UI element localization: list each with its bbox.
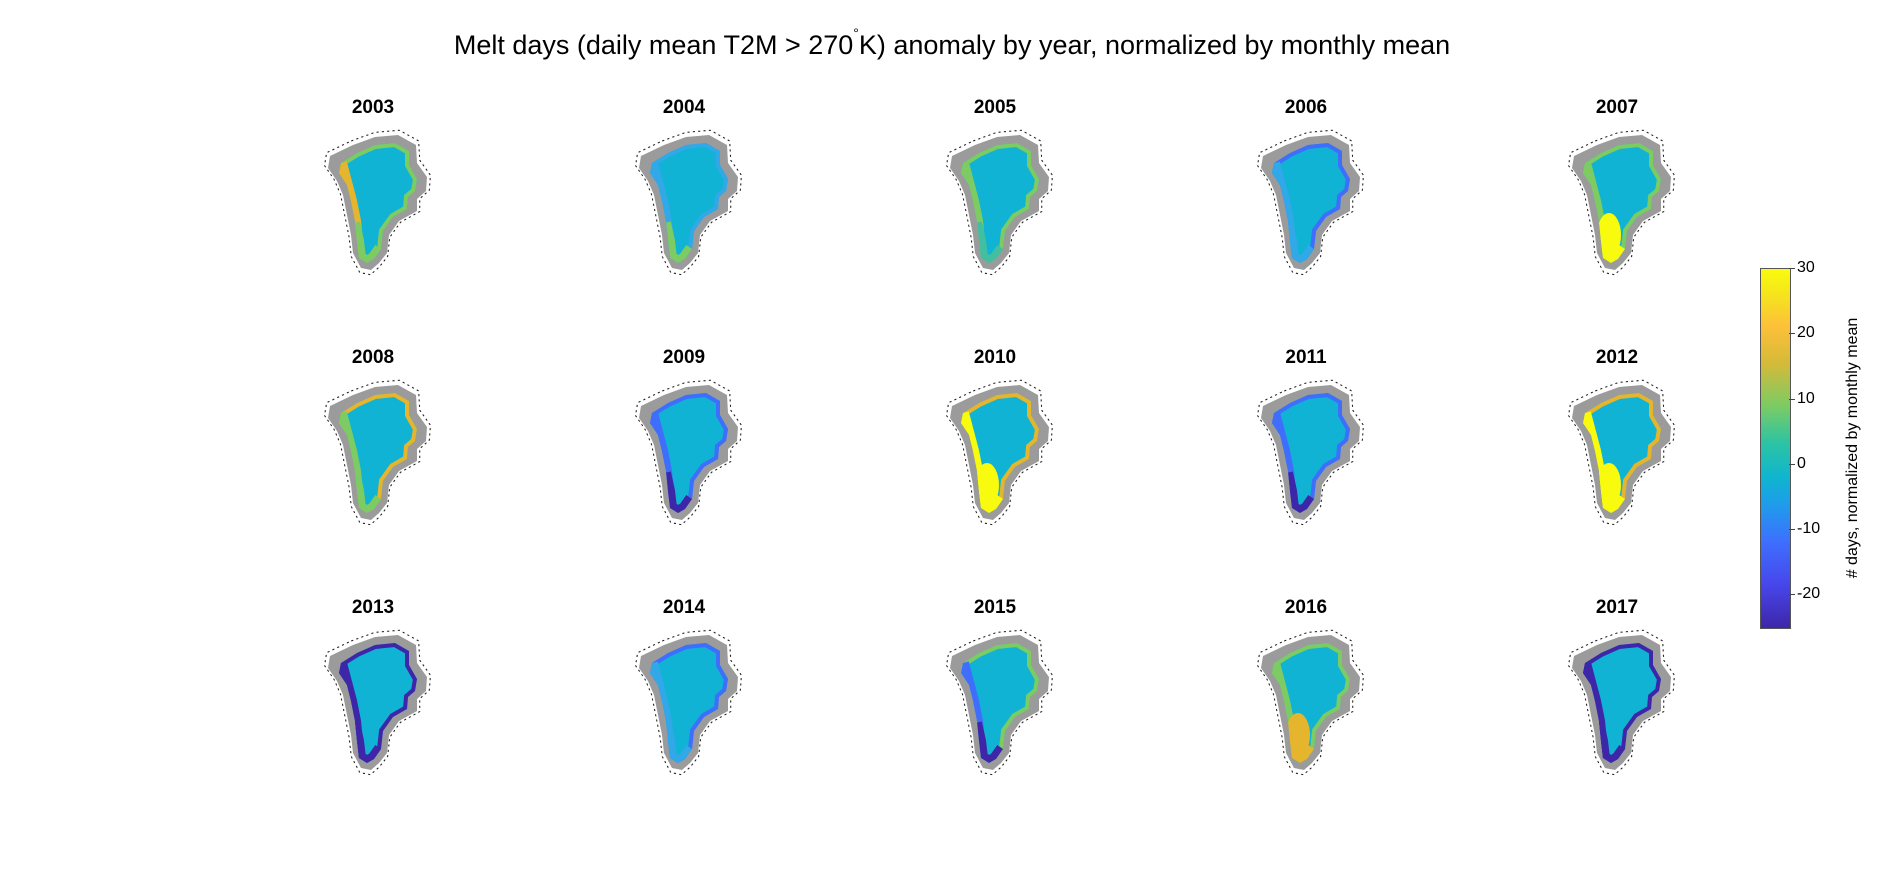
coastline-boundary: [1567, 129, 1675, 276]
greenland-map: [1256, 379, 1364, 526]
map-panel-2006: 2006: [1246, 97, 1416, 307]
greenland-map: [1567, 379, 1675, 526]
greenland-map: [634, 129, 742, 276]
coastline-boundary: [1256, 379, 1364, 526]
panel-year-label: 2017: [1595, 597, 1639, 618]
map-panel-2005: 2005: [935, 97, 1105, 307]
map-panel-2013: 2013: [313, 597, 483, 807]
map-panel-2008: 2008: [313, 347, 483, 557]
map-panel-2014: 2014: [624, 597, 794, 807]
panel-year-label: 2007: [1595, 97, 1639, 118]
panel-year-label: 2014: [662, 597, 706, 618]
panel-year-label: 2008: [351, 347, 395, 368]
coastline-boundary: [1256, 129, 1364, 276]
colorbar-tick-label: 30: [1797, 259, 1815, 276]
greenland-map: [945, 629, 1053, 776]
coastline-boundary: [323, 129, 431, 276]
coastline-boundary: [1567, 379, 1675, 526]
greenland-map: [323, 629, 431, 776]
greenland-map: [1567, 129, 1675, 276]
greenland-map: [945, 129, 1053, 276]
map-panel-2007: 2007: [1557, 97, 1727, 307]
colorbar-tick-label: 10: [1797, 389, 1815, 407]
map-panel-2004: 2004: [624, 97, 794, 307]
panel-year-label: 2012: [1595, 347, 1639, 368]
map-panel-2015: 2015: [935, 597, 1105, 807]
panel-year-label: 2009: [662, 347, 706, 368]
panel-year-label: 2015: [973, 597, 1017, 618]
panel-year-label: 2003: [351, 97, 395, 118]
coastline-boundary: [945, 629, 1053, 776]
core-anomaly: [1597, 213, 1621, 257]
colorbar-tick: [1789, 333, 1795, 335]
colorbar-tick: [1789, 594, 1795, 596]
greenland-map: [945, 379, 1053, 526]
coastline-boundary: [1567, 629, 1675, 776]
core-anomaly: [1597, 463, 1621, 507]
colorbar-tick: [1789, 268, 1795, 269]
colorbar-tick: [1789, 398, 1795, 400]
colorbar-tick: [1789, 463, 1795, 465]
panel-year-label: 2010: [973, 347, 1017, 368]
coastline-boundary: [1256, 629, 1364, 776]
panel-year-label: 2006: [1284, 97, 1328, 118]
coastline-boundary: [634, 629, 742, 776]
core-anomaly: [975, 463, 999, 507]
degree-symbol: °: [853, 25, 859, 41]
map-panel-2010: 2010: [935, 347, 1105, 557]
coastline-boundary: [634, 129, 742, 276]
greenland-map: [1256, 629, 1364, 776]
colorbar-label: # days, normalized by monthly mean: [1844, 317, 1861, 579]
greenland-map: [323, 129, 431, 276]
map-panel-2016: 2016: [1246, 597, 1416, 807]
colorbar-tick-label: -10: [1797, 520, 1821, 538]
panel-year-label: 2005: [973, 97, 1017, 118]
coastline-boundary: [323, 629, 431, 776]
coastline-boundary: [945, 129, 1053, 276]
core-anomaly: [1286, 713, 1310, 757]
greenland-map: [1567, 629, 1675, 776]
map-panel-2017: 2017: [1557, 597, 1727, 807]
coastline-boundary: [634, 379, 742, 526]
greenland-map: [1256, 129, 1364, 276]
coastline-boundary: [323, 379, 431, 526]
map-panel-2009: 2009: [624, 347, 794, 557]
panel-year-label: 2016: [1284, 597, 1328, 618]
map-panel-2012: 2012: [1557, 347, 1727, 557]
figure-title: Melt days (daily mean T2M > 270°K) anoma…: [453, 25, 1451, 60]
panel-year-label: 2004: [662, 97, 706, 118]
colorbar-tick: [1789, 529, 1795, 531]
colorbar: [1760, 268, 1791, 629]
greenland-map: [634, 379, 742, 526]
colorbar-tick-label: 0: [1797, 454, 1806, 472]
map-panel-2011: 2011: [1246, 347, 1416, 557]
coastline-boundary: [945, 379, 1053, 526]
greenland-map: [323, 379, 431, 526]
panel-year-label: 2011: [1285, 347, 1327, 368]
colorbar-tick-label: -20: [1797, 585, 1821, 603]
panel-year-label: 2013: [351, 597, 395, 618]
colorbar-tick-label: 20: [1797, 324, 1815, 342]
map-panel-2003: 2003: [313, 97, 483, 307]
greenland-map: [634, 629, 742, 776]
